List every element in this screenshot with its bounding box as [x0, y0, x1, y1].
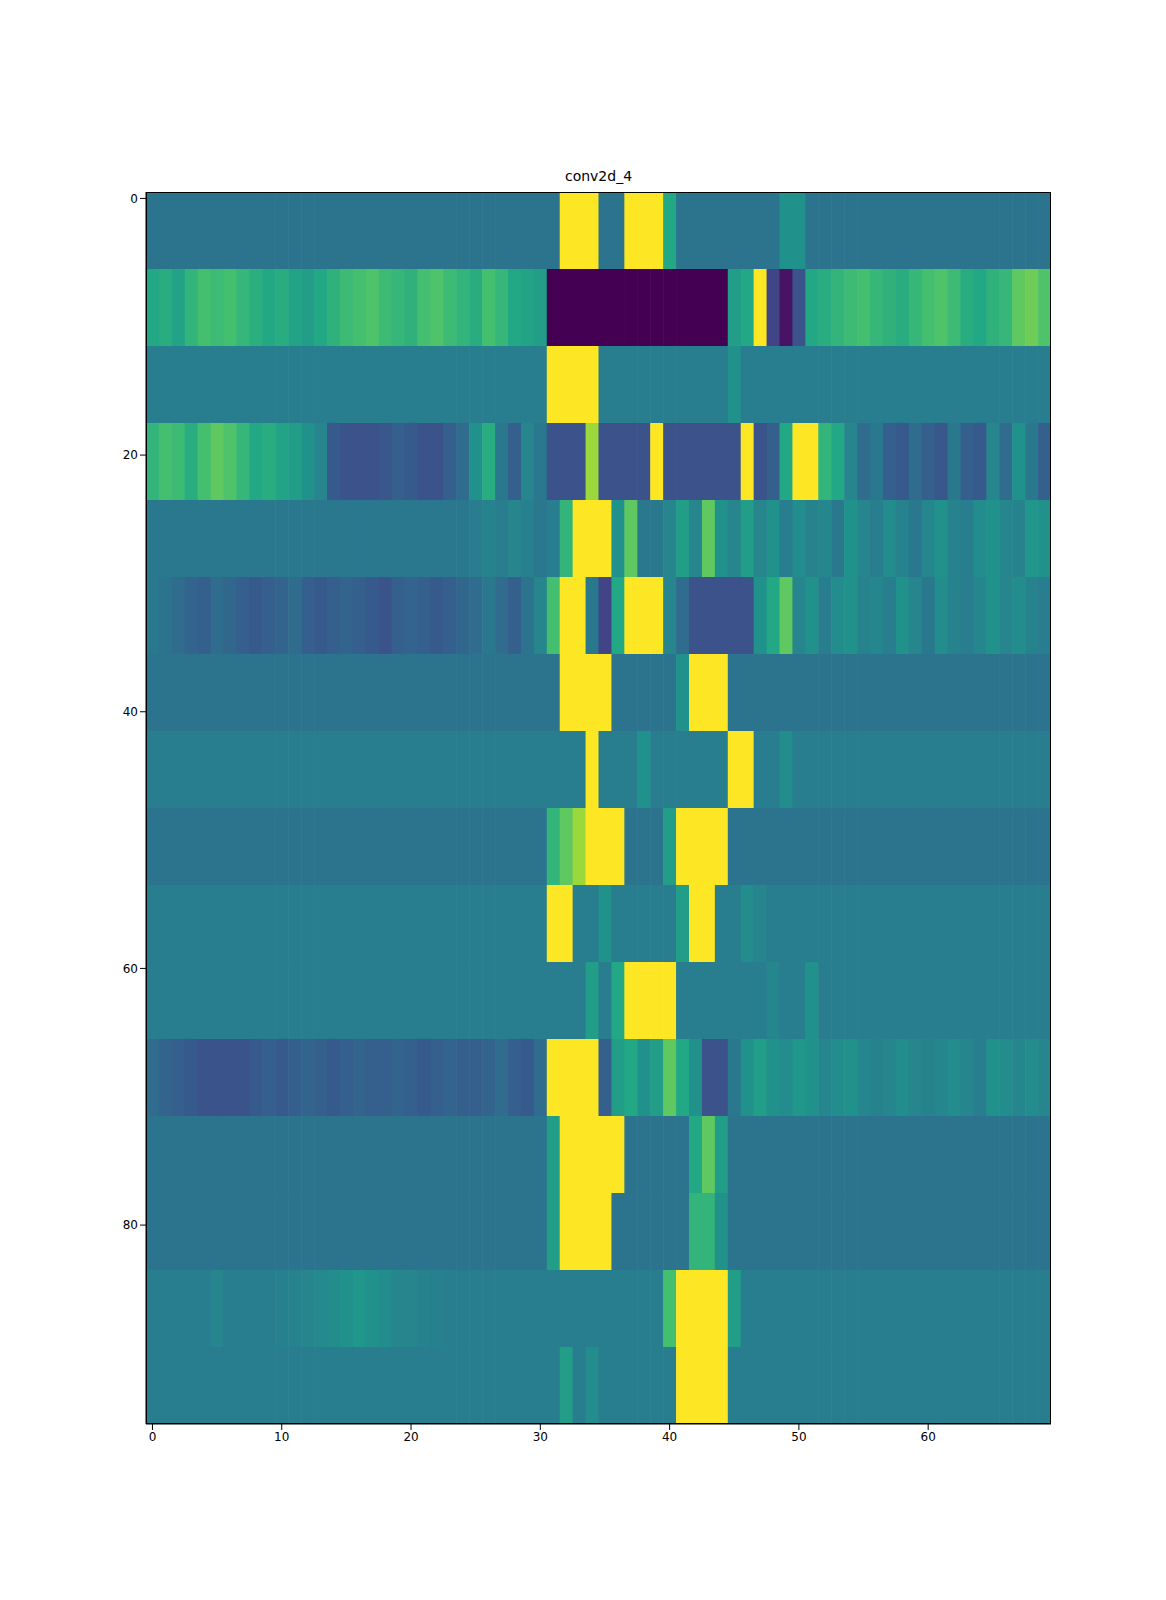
- svg-text:10: 10: [274, 1430, 289, 1444]
- svg-text:30: 30: [533, 1430, 548, 1444]
- svg-text:0: 0: [130, 192, 138, 206]
- svg-text:40: 40: [662, 1430, 677, 1444]
- svg-text:80: 80: [123, 1218, 138, 1232]
- svg-text:60: 60: [123, 962, 138, 976]
- svg-text:50: 50: [791, 1430, 806, 1444]
- svg-text:20: 20: [123, 448, 138, 462]
- svg-text:60: 60: [921, 1430, 936, 1444]
- html-text:conv2d_4: conv2d_4: [564, 168, 633, 184]
- svg-text:40: 40: [123, 705, 138, 719]
- svg-text:0: 0: [149, 1430, 157, 1444]
- svg-text:20: 20: [403, 1430, 418, 1444]
